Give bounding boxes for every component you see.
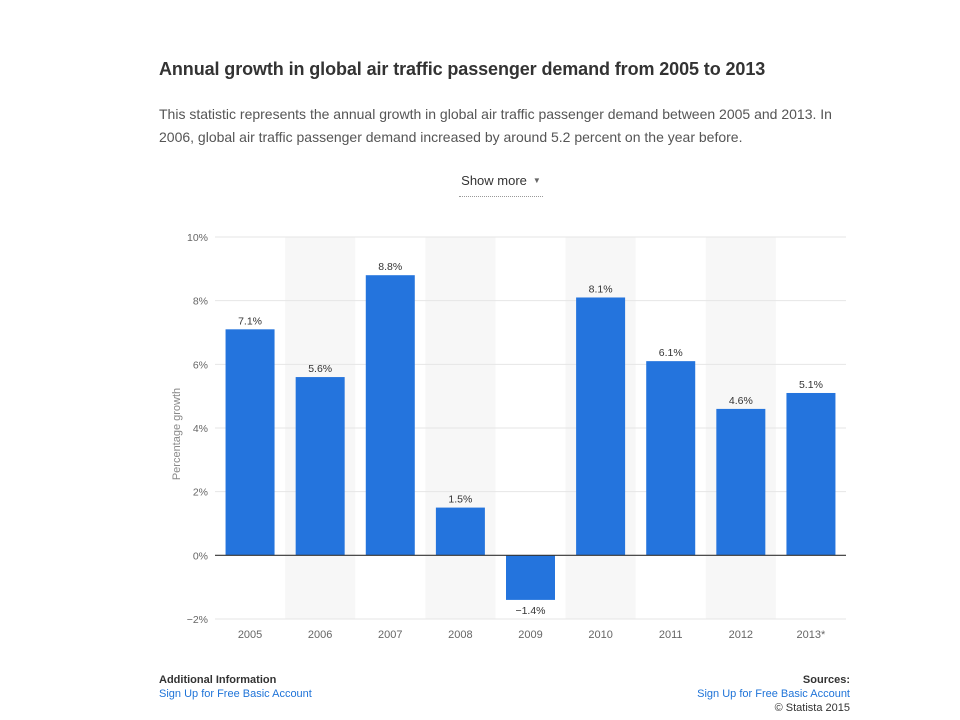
- y-tick-label: 10%: [187, 232, 208, 244]
- x-tick-label: 2010: [588, 629, 612, 641]
- x-tick-label: 2009: [518, 629, 542, 641]
- bar-2012: [716, 408, 766, 556]
- bar-2009: [506, 555, 555, 600]
- y-axis-title: Percentage growth: [171, 388, 183, 480]
- bar-2008: [435, 507, 485, 556]
- sources-heading: Sources:: [802, 674, 850, 686]
- signup-link-right[interactable]: Sign Up for Free Basic Account: [697, 688, 850, 700]
- y-tick-label: 0%: [193, 550, 208, 562]
- additional-info-heading: Additional Information: [159, 674, 277, 686]
- bar-2010: [576, 297, 626, 556]
- chevron-down-icon: ▼: [532, 176, 541, 185]
- data-label: 5.1%: [799, 379, 823, 391]
- bar-2007: [365, 275, 415, 556]
- x-tick-label: 2012: [729, 629, 753, 641]
- x-tick-label: 2007: [378, 629, 402, 641]
- x-tick-label: 2013*: [797, 629, 826, 641]
- copyright: © Statista 2015: [774, 702, 850, 714]
- y-tick-label: 2%: [193, 487, 208, 499]
- y-tick-label: −2%: [187, 614, 208, 626]
- y-tick-label: 6%: [193, 359, 208, 371]
- x-tick-label: 2011: [659, 629, 683, 641]
- page-title: Annual growth in global air traffic pass…: [159, 59, 766, 79]
- data-label: 4.6%: [729, 395, 753, 407]
- data-label: 1.5%: [448, 494, 472, 506]
- data-label: 5.6%: [308, 363, 332, 375]
- bar-2005: [225, 329, 275, 556]
- bar-2013*: [786, 392, 836, 556]
- bar-chart: −2% 0% 2% 4% 6% 8% 10% Percentage growth 7.1% 200…: [171, 232, 846, 641]
- data-label: 8.1%: [589, 283, 613, 295]
- x-tick-label: 2005: [238, 629, 262, 641]
- chart-description: This statistic represents the annual gro…: [159, 106, 832, 145]
- data-label: −1.4%: [515, 605, 545, 617]
- show-more-button[interactable]: Show more ▼: [459, 171, 543, 197]
- x-tick-label: 2006: [308, 629, 332, 641]
- bar-2011: [646, 361, 696, 556]
- y-tick-label: 4%: [193, 423, 208, 435]
- bar-2006: [295, 377, 345, 556]
- signup-link-left[interactable]: Sign Up for Free Basic Account: [159, 688, 312, 700]
- additional-information: Additional Information Sign Up for Free …: [159, 673, 312, 701]
- data-label: 7.1%: [238, 315, 262, 327]
- x-tick-label: 2008: [448, 629, 472, 641]
- sources: Sources: Sign Up for Free Basic Account …: [697, 673, 850, 715]
- y-tick-label: 8%: [193, 296, 208, 308]
- show-more-label: Show more: [461, 173, 527, 188]
- data-label: 8.8%: [378, 261, 402, 273]
- data-label: 6.1%: [659, 347, 683, 359]
